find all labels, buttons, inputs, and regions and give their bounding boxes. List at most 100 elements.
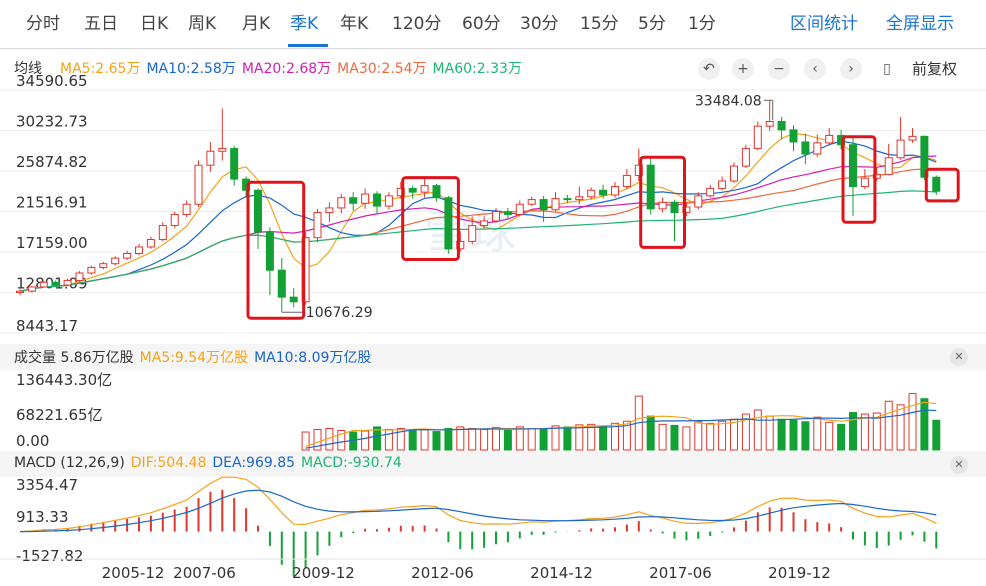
ma_legend-item-2: MA20:2.68万 — [241, 61, 332, 77]
macd-tick-label: 3354.47 — [16, 476, 78, 494]
volume-bar — [587, 423, 596, 451]
tab-3[interactable]: 周K — [188, 14, 217, 34]
tab-1[interactable]: 五日 — [84, 14, 118, 34]
candle-body — [99, 263, 108, 268]
volume-bar — [634, 395, 643, 451]
price-tick-label: 8443.17 — [16, 317, 78, 335]
max-price-label: 33484.08 — [695, 93, 762, 109]
x-tick-label: 2007-06 — [173, 564, 236, 582]
close-volume-pane-icon[interactable]: ✕ — [950, 348, 968, 366]
tab-5[interactable]: 季K — [290, 14, 319, 34]
zoom-out-icon[interactable]: − — [768, 58, 790, 80]
ma30-line — [19, 168, 937, 292]
volume-bar — [860, 413, 869, 451]
volume-bar — [444, 427, 453, 451]
ma_legend-item-4: MA60:2.33万 — [432, 61, 522, 77]
candle-body — [432, 185, 441, 199]
undo-icon[interactable]: ↶ — [698, 58, 720, 80]
candle-body — [146, 239, 155, 248]
macd-tick-label: 913.33 — [16, 508, 69, 526]
volume-tick-label: 136443.30亿 — [16, 371, 112, 389]
candle-body — [801, 141, 810, 155]
tab-2[interactable]: 日K — [140, 14, 169, 34]
tab-12[interactable]: 1分 — [688, 14, 716, 34]
candle-body — [27, 286, 36, 292]
tab-8[interactable]: 60分 — [462, 14, 501, 34]
volume-bar — [670, 424, 679, 451]
x-tick-label: 2017-06 — [649, 564, 712, 582]
dif-line — [19, 476, 937, 533]
volume-bar — [575, 424, 584, 451]
candle-body — [575, 196, 584, 201]
candle-body — [551, 198, 560, 211]
scroll-right-icon[interactable]: › — [840, 58, 862, 80]
candle-body — [254, 189, 262, 233]
volume-bar — [741, 413, 750, 451]
volume-bar — [349, 431, 358, 451]
candle-body — [111, 257, 120, 265]
ma-legend: 均线 MA5:2.65万 MA10:2.58万 MA20:2.68万 MA30:2.54… — [14, 58, 528, 78]
candle-body — [420, 185, 429, 193]
macd-tick-label: -1527.82 — [16, 547, 83, 565]
candle-style-icon[interactable]: ▯ — [883, 61, 891, 77]
tab-7[interactable]: 120分 — [392, 14, 442, 34]
tab-6[interactable]: 年K — [340, 14, 369, 34]
volume-bar — [837, 423, 846, 451]
active-tab-underline — [288, 44, 328, 47]
volume-bar — [884, 400, 893, 451]
candle-body — [706, 187, 715, 197]
dea-line — [19, 489, 937, 533]
candle-body — [777, 121, 786, 131]
highlight-box — [841, 135, 877, 224]
candle-body — [277, 269, 286, 298]
candle-body — [170, 213, 179, 227]
volume-bar — [765, 415, 774, 451]
tab-9[interactable]: 30分 — [520, 14, 559, 34]
min-price-label: 10676.29 — [306, 305, 373, 321]
volume-bar — [694, 421, 703, 451]
volume-bar — [408, 430, 417, 451]
scroll-left-icon[interactable]: ‹ — [804, 58, 826, 80]
range-stats-button[interactable]: 区间统计 — [790, 14, 858, 34]
candle-body — [468, 225, 477, 242]
volume-bar — [337, 430, 346, 451]
candle-body — [860, 177, 869, 188]
price-tick-label: 25874.82 — [16, 153, 88, 171]
volume-bar — [515, 426, 524, 451]
volume-bar — [801, 421, 810, 451]
volume_legend-item-2: MA10:8.09万亿股 — [254, 350, 372, 366]
volume-bar — [551, 425, 560, 451]
tab-0[interactable]: 分时 — [26, 14, 60, 34]
tab-4[interactable]: 月K — [242, 14, 271, 34]
ma_legend-item-0: MA5:2.65万 — [60, 61, 141, 77]
candle-body — [218, 147, 227, 152]
x-tick-label: 2005-12 — [102, 564, 165, 582]
volume-bar — [896, 404, 905, 451]
highlight-box — [401, 176, 460, 261]
price-adjust-dropdown[interactable]: 前复权 — [912, 60, 958, 78]
candle-body — [75, 272, 84, 281]
volume-bar — [730, 418, 738, 451]
close-macd-pane-icon[interactable]: ✕ — [950, 456, 968, 474]
tab-10[interactable]: 15分 — [580, 14, 619, 34]
highlight-box — [924, 167, 960, 203]
fullscreen-button[interactable]: 全屏显示 — [886, 14, 954, 34]
candle-body — [884, 157, 893, 175]
candle-body — [325, 207, 334, 214]
volume-tick-label: 0.00 — [16, 432, 49, 450]
candle-body — [408, 187, 417, 193]
volume-bar — [706, 422, 715, 451]
candle-body — [527, 199, 536, 205]
volume_legend-item-0: 成交量 5.86万亿股 — [14, 350, 134, 366]
candle-body — [87, 266, 96, 274]
candle-body — [265, 231, 274, 271]
tab-11[interactable]: 5分 — [638, 14, 666, 34]
price-tick-label: 21516.91 — [16, 194, 88, 212]
x-tick-label: 2012-06 — [411, 564, 474, 582]
zoom-in-icon[interactable]: + — [732, 58, 754, 80]
volume-bar — [789, 419, 798, 451]
candle-body — [753, 125, 762, 149]
candle-body — [658, 201, 667, 210]
volume-bar — [492, 426, 500, 451]
x-tick-label: 2009-12 — [292, 564, 355, 582]
